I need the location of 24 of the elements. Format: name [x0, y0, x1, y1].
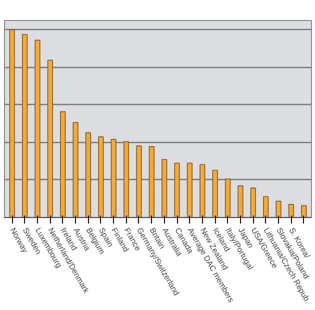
bar: [136, 145, 142, 218]
bar: [148, 146, 154, 218]
bar: [174, 162, 180, 218]
bar: [276, 200, 282, 218]
bar: [301, 205, 307, 218]
bar: [288, 204, 294, 218]
bar: [85, 132, 92, 218]
bar: [22, 34, 28, 218]
bar: [47, 60, 53, 218]
bar: [60, 111, 66, 218]
bar: [9, 29, 15, 218]
bar: [110, 138, 116, 218]
bar: [72, 122, 78, 218]
bar: [34, 40, 40, 218]
bar: [98, 136, 104, 218]
bar: [162, 159, 168, 218]
bar: [200, 164, 206, 218]
bar: [238, 185, 244, 218]
bar: [123, 141, 130, 218]
bar: [263, 196, 269, 218]
bar: [224, 178, 231, 218]
bar: [212, 170, 218, 218]
bar: [186, 162, 193, 218]
bar: [250, 188, 256, 218]
